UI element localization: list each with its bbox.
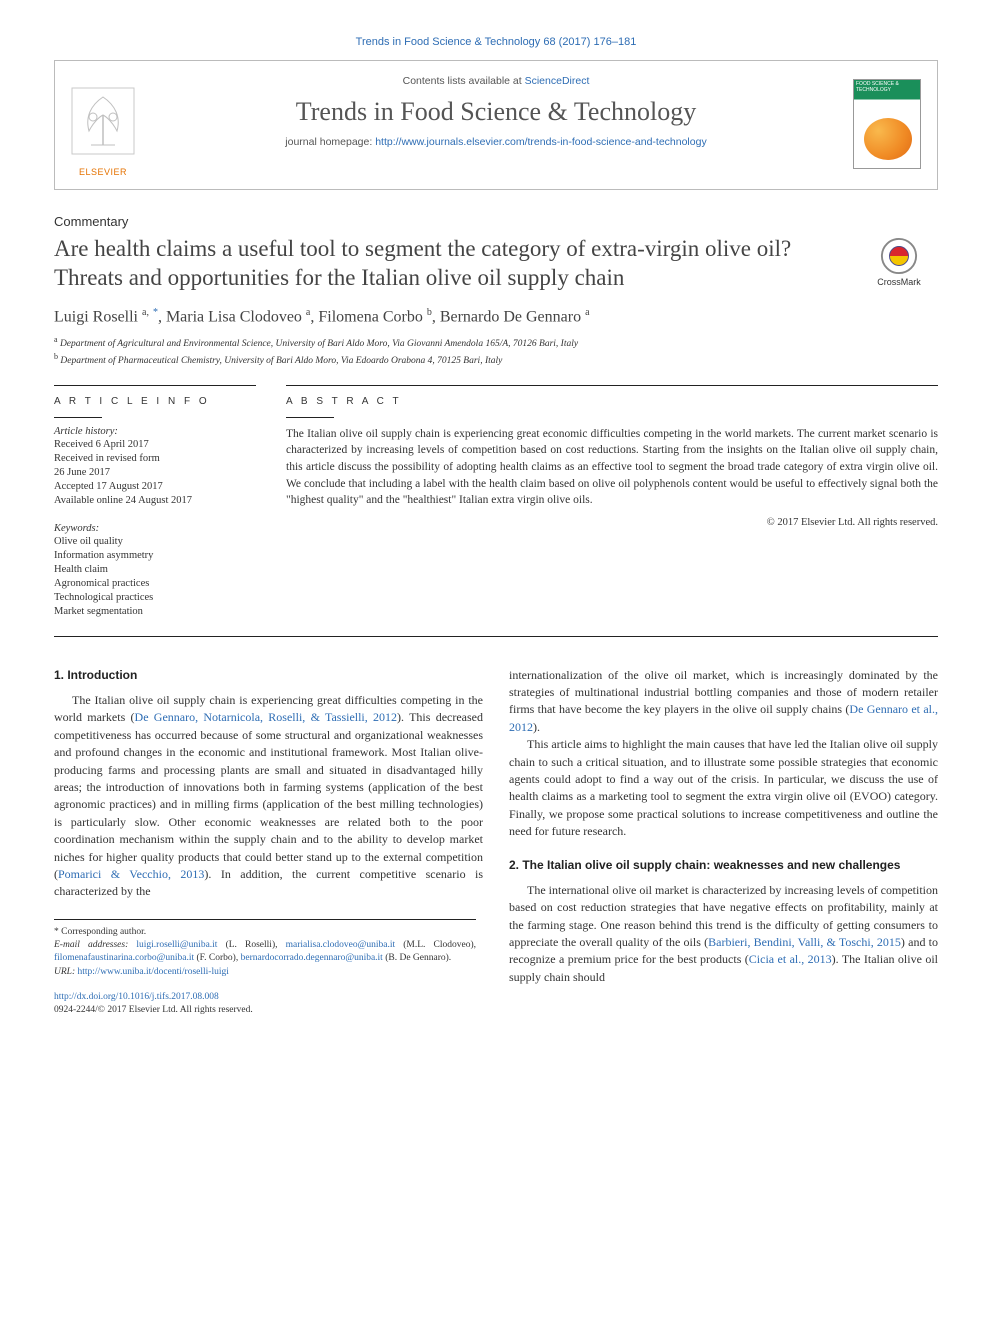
history-item: Received in revised form [54, 452, 256, 466]
citation-link[interactable]: Barbieri, Bendini, Valli, & Toschi, 2015 [708, 935, 901, 949]
abstract-copyright: © 2017 Elsevier Ltd. All rights reserved… [286, 517, 938, 528]
history-label: Article history: [54, 426, 256, 437]
abstract-text: The Italian olive oil supply chain is ex… [286, 426, 938, 509]
email-link[interactable]: luigi.roselli@uniba.it [136, 940, 217, 950]
history-item: Received 6 April 2017 [54, 438, 256, 452]
body-column-right: internationalization of the olive oil ma… [509, 667, 938, 1018]
email-link[interactable]: bernardocorrado.degennaro@uniba.it [241, 953, 383, 963]
homepage-link[interactable]: http://www.journals.elsevier.com/trends-… [375, 136, 707, 148]
affiliation: a Department of Agricultural and Environ… [54, 334, 938, 351]
publisher-logo[interactable]: ELSEVIER [71, 81, 135, 161]
affiliation: b Department of Pharmaceutical Chemistry… [54, 351, 938, 368]
corresponding-author: * Corresponding author. [54, 926, 476, 939]
author-list: Luigi Roselli a, *, Maria Lisa Clodoveo … [54, 307, 938, 326]
article-info-heading: A R T I C L E I N F O [54, 396, 256, 407]
paragraph: The international olive oil market is ch… [509, 882, 938, 986]
citation-link[interactable]: De Gennaro, Notarnicola, Roselli, & Tass… [135, 710, 398, 724]
running-head: Trends in Food Science & Technology 68 (… [54, 36, 938, 48]
crossmark-icon [880, 237, 918, 275]
keyword: Health claim [54, 563, 256, 577]
footnotes: * Corresponding author. E-mail addresses… [54, 919, 476, 979]
keyword: Technological practices [54, 591, 256, 605]
history-item: Available online 24 August 2017 [54, 494, 256, 508]
article-info-column: A R T I C L E I N F O Article history: R… [54, 385, 256, 620]
masthead: ELSEVIER FOOD SCIENCE & TECHNOLOGY Conte… [54, 60, 938, 190]
homepage-line: journal homepage: http://www.journals.el… [71, 135, 921, 151]
keyword: Olive oil quality [54, 535, 256, 549]
paragraph: The Italian olive oil supply chain is ex… [54, 692, 483, 901]
article-title: Are health claims a useful tool to segme… [54, 235, 814, 293]
citation-link[interactable]: Cicia et al., 2013 [749, 952, 832, 966]
sciencedirect-link[interactable]: ScienceDirect [525, 75, 590, 87]
profile-url-link[interactable]: http://www.uniba.it/docenti/roselli-luig… [78, 967, 229, 977]
email-label: E-mail addresses: [54, 940, 128, 950]
body-column-left: 1. Introduction The Italian olive oil su… [54, 667, 483, 1018]
publisher-name: ELSEVIER [71, 167, 135, 177]
affiliation-list: a Department of Agricultural and Environ… [54, 334, 938, 369]
email-block: E-mail addresses: luigi.roselli@uniba.it… [54, 939, 476, 966]
keyword: Agronomical practices [54, 577, 256, 591]
keyword: Market segmentation [54, 605, 256, 619]
keyword: Information asymmetry [54, 549, 256, 563]
history-item: Accepted 17 August 2017 [54, 480, 256, 494]
cover-title: FOOD SCIENCE & TECHNOLOGY [856, 82, 918, 93]
doi-block: http://dx.doi.org/10.1016/j.tifs.2017.08… [54, 991, 483, 1018]
journal-cover-thumbnail[interactable]: FOOD SCIENCE & TECHNOLOGY [853, 79, 921, 169]
keywords-label: Keywords: [54, 523, 256, 534]
citation-link[interactable]: Pomarici & Vecchio, 2013 [58, 867, 204, 881]
crossmark-label: CrossMark [860, 277, 938, 287]
section-heading-2: 2. The Italian olive oil supply chain: w… [509, 857, 938, 874]
history-item: 26 June 2017 [54, 466, 256, 480]
url-block: URL: http://www.uniba.it/docenti/roselli… [54, 966, 476, 979]
page-container: Trends in Food Science & Technology 68 (… [0, 0, 992, 1057]
paragraph: internationalization of the olive oil ma… [509, 667, 938, 737]
url-label: URL: [54, 967, 75, 977]
section-heading-intro: 1. Introduction [54, 667, 483, 684]
email-link[interactable]: filomenafaustinarina.corbo@uniba.it [54, 953, 194, 963]
crossmark-badge[interactable]: CrossMark [860, 237, 938, 287]
paragraph: This article aims to highlight the main … [509, 736, 938, 840]
elsevier-tree-icon [71, 81, 135, 161]
contents-prefix: Contents lists available at [403, 75, 525, 87]
journal-name: Trends in Food Science & Technology [71, 97, 921, 127]
abstract-column: A B S T R A C T The Italian olive oil su… [286, 385, 938, 620]
article-type: Commentary [54, 214, 938, 229]
body-two-column: 1. Introduction The Italian olive oil su… [54, 667, 938, 1018]
abstract-heading: A B S T R A C T [286, 396, 938, 407]
issn-copyright: 0924-2244/© 2017 Elsevier Ltd. All right… [54, 1005, 253, 1015]
email-link[interactable]: marialisa.clodoveo@uniba.it [286, 940, 396, 950]
homepage-prefix: journal homepage: [285, 136, 375, 148]
contents-line: Contents lists available at ScienceDirec… [71, 75, 921, 87]
doi-link[interactable]: http://dx.doi.org/10.1016/j.tifs.2017.08… [54, 992, 219, 1002]
